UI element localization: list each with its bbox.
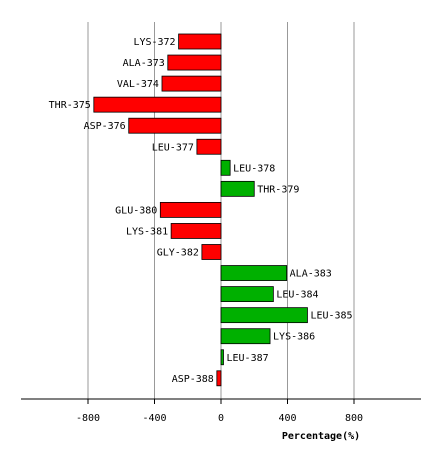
- bar-lys-386: [220, 328, 271, 345]
- x-tick-label: -400: [142, 413, 166, 424]
- category-label: LYS-372: [133, 37, 175, 48]
- category-label: ALA-383: [290, 269, 332, 280]
- bar-lys-381: [170, 223, 222, 239]
- bar-leu-387: [220, 349, 224, 366]
- bar-ala-383: [220, 265, 288, 281]
- x-axis-title: Percentage(%): [282, 431, 360, 442]
- category-label: LEU-387: [226, 353, 268, 364]
- category-label: LYS-381: [126, 226, 168, 237]
- category-label: THR-379: [257, 184, 299, 195]
- bar-leu-384: [220, 286, 274, 303]
- category-label: LEU-378: [233, 163, 275, 174]
- x-tick-label: 0: [218, 413, 224, 424]
- category-label: LEU-377: [152, 142, 194, 153]
- bar-leu-377: [196, 138, 222, 155]
- bar-glu-380: [159, 201, 222, 218]
- category-labels: LYS-372 ALA-373 VAL-374 THR-375 ASP-376 LEU-3…: [49, 37, 353, 385]
- bar-thr-375: [93, 96, 222, 113]
- category-label: ASP-388: [172, 374, 214, 385]
- bar-thr-379: [220, 180, 255, 197]
- bars: [93, 33, 308, 387]
- category-label: ALA-373: [123, 58, 165, 69]
- category-label: VAL-374: [117, 79, 159, 90]
- x-tick-label: -800: [76, 413, 100, 424]
- category-label: GLU-380: [115, 205, 157, 216]
- bar-gly-382: [201, 244, 222, 260]
- category-label: THR-375: [49, 100, 91, 111]
- bar-ala-373: [167, 54, 222, 71]
- category-label: LEU-384: [276, 290, 318, 301]
- bar-asp-388: [216, 370, 222, 387]
- x-tick-label: 800: [345, 413, 363, 424]
- category-label: LYS-386: [273, 332, 315, 343]
- category-label: LEU-385: [310, 311, 352, 322]
- category-label: GLY-382: [157, 248, 199, 259]
- category-label: ASP-376: [84, 121, 126, 132]
- bar-asp-376: [128, 117, 222, 134]
- bar-leu-385: [220, 307, 308, 324]
- x-tick-label: 400: [278, 413, 296, 424]
- x-ticks: -800 -400 0 400 800: [76, 399, 363, 424]
- bar-leu-378: [220, 159, 231, 176]
- bar-lys-372: [178, 33, 222, 50]
- bar-val-374: [161, 75, 222, 92]
